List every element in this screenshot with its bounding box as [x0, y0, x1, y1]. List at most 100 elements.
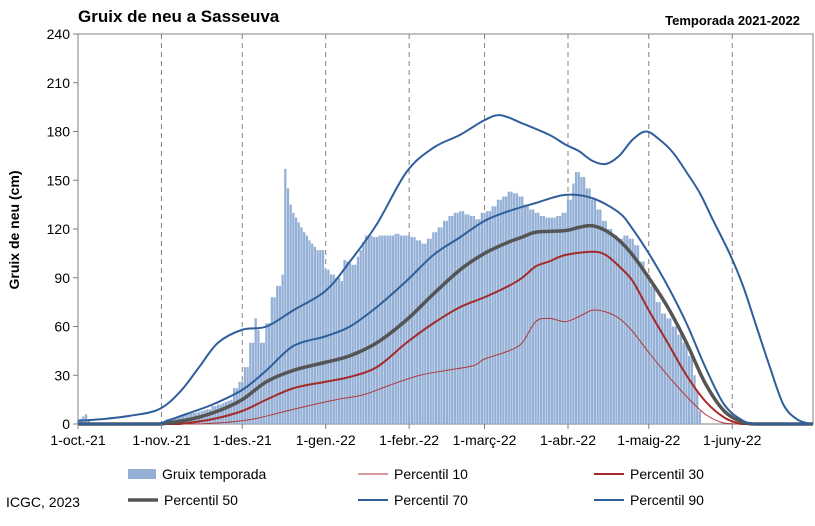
snow-depth-bar — [365, 236, 367, 425]
snow-depth-bar — [513, 193, 515, 424]
snow-depth-bar — [311, 244, 313, 424]
snow-depth-bar — [228, 401, 230, 424]
snow-depth-bar — [451, 216, 453, 424]
snow-depth-bar — [478, 219, 480, 424]
snow-depth-bar — [532, 210, 534, 425]
snow-depth-bar — [454, 213, 456, 424]
season-label: Temporada 2021-2022 — [665, 13, 800, 28]
snow-depth-bar — [470, 216, 472, 424]
snow-depth-bar — [672, 327, 674, 425]
snow-depth-bar — [368, 236, 370, 425]
plot-grid — [78, 34, 813, 424]
snow-depth-bar — [596, 210, 598, 425]
snow-depth-bar — [438, 227, 440, 424]
snow-depth-bar — [578, 172, 580, 424]
snow-depth-bar — [467, 214, 469, 424]
snow-depth-bar — [481, 213, 483, 424]
snow-depth-bar — [432, 232, 434, 424]
snow-depth-bar — [440, 227, 442, 424]
percentile-lines — [78, 115, 813, 424]
snow-depth-bar — [265, 323, 267, 424]
snow-depth-bar — [677, 335, 679, 424]
snow-depth-bar — [448, 216, 450, 424]
snow-depth-bar — [346, 262, 348, 425]
snow-depth-bar — [446, 221, 448, 424]
snow-depth-bar — [605, 221, 607, 424]
snow-depth-bar — [594, 200, 596, 424]
snow-depth-bar — [516, 193, 518, 424]
snow-depth-bar — [338, 278, 340, 424]
snow-depth-bar — [505, 197, 507, 425]
snow-depth-bar — [629, 239, 631, 424]
legend-label-p30: Percentil 30 — [630, 466, 704, 482]
snow-depth-bar — [333, 275, 335, 425]
snow-depth-bar — [459, 211, 461, 424]
x-tick-label: 1-juny-22 — [703, 432, 762, 448]
snow-depth-bar — [602, 221, 604, 424]
y-tick-label: 210 — [47, 75, 71, 91]
snow-depth-bar — [567, 200, 569, 424]
snow-depth-bar — [502, 197, 504, 425]
snow-depth-bar — [416, 240, 418, 424]
snow-depth-bar — [543, 216, 545, 424]
snow-depth-bar — [298, 223, 300, 425]
y-tick-label: 180 — [47, 124, 71, 140]
snow-depth-bar — [435, 232, 437, 424]
snow-depth-bar — [666, 318, 668, 424]
snow-depth-bar — [376, 237, 378, 424]
snow-depth-bar — [621, 239, 623, 424]
x-tick-label: 1-nov.-21 — [132, 432, 190, 448]
snow-depth-bar — [535, 213, 537, 424]
snow-depth-bar — [570, 200, 572, 424]
snow-depth-bar — [300, 227, 302, 424]
snow-depth-bar — [489, 211, 491, 424]
y-tick-label: 60 — [54, 319, 70, 335]
x-tick-label: 1-des.-21 — [213, 432, 272, 448]
snow-depth-bar — [354, 265, 356, 424]
snow-depth-bar — [658, 302, 660, 424]
snow-depth-bar — [225, 402, 227, 424]
snow-depth-bar — [510, 192, 512, 424]
snow-depth-bar — [561, 213, 563, 424]
snow-depth-bar — [456, 213, 458, 424]
snow-depth-bar — [209, 409, 211, 424]
legend-label-p70: Percentil 70 — [394, 492, 468, 508]
legend-label-bars: Gruix temporada — [162, 466, 266, 482]
snow-depth-bar — [688, 356, 690, 424]
snow-depth-bar — [427, 239, 429, 424]
snow-depth-bar — [405, 236, 407, 425]
snow-depth-bar — [475, 219, 477, 424]
snow-depth-bar — [255, 318, 257, 424]
snow-depth-bar — [306, 236, 308, 425]
snow-depth-bar — [386, 236, 388, 425]
snow-depth-bar — [351, 265, 353, 424]
x-tick-label: 1-maig-22 — [617, 432, 680, 448]
plot-area-border — [78, 34, 813, 424]
legend-swatch-bars — [128, 469, 156, 479]
snow-depth-bar — [473, 216, 475, 424]
x-tick-label: 1-abr.-22 — [540, 432, 596, 448]
snow-depth-bar — [308, 240, 310, 424]
legend-label-p50: Percentil 50 — [164, 492, 238, 508]
snow-depth-bar — [378, 236, 380, 425]
snow-depth-bar — [669, 318, 671, 424]
y-tick-label: 0 — [62, 416, 70, 432]
x-tick-label: 1-març-22 — [453, 432, 517, 448]
snow-depth-bar — [537, 213, 539, 424]
x-tick-label: 1-gen.-22 — [296, 432, 356, 448]
snow-depth-bar — [572, 184, 574, 425]
credit-label: ICGC, 2023 — [6, 494, 80, 510]
snow-depth-bar — [580, 177, 582, 424]
snow-depth-bar — [330, 275, 332, 425]
snow-depth-bar — [564, 213, 566, 424]
snow-depth-bar — [284, 169, 286, 424]
snow-depth-bar — [362, 242, 364, 424]
snow-depth-bar — [699, 411, 701, 424]
snow-depth-bar — [408, 236, 410, 425]
snow-depth-bar — [599, 210, 601, 425]
snow-depth-bar — [411, 237, 413, 424]
snow-depth-bar — [424, 244, 426, 424]
y-tick-label: 30 — [54, 367, 70, 383]
snow-depth-bar — [494, 206, 496, 424]
snow-depth-bar — [529, 210, 531, 425]
